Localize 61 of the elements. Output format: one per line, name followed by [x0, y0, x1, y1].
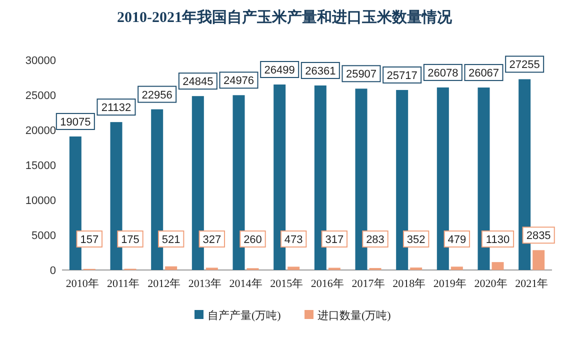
x-tick-label: 2015年 [270, 278, 304, 290]
data-label: 21132 [101, 102, 132, 114]
x-tick-label: 2017年 [352, 278, 385, 290]
data-label: 25717 [386, 70, 418, 82]
data-label: 479 [448, 234, 466, 246]
y-tick-label: 0 [50, 265, 56, 277]
x-tick-label: 2018年 [392, 278, 426, 290]
legend-label: 自产产量(万吨) [208, 309, 282, 322]
bar [492, 262, 504, 270]
data-label: 19075 [60, 116, 91, 128]
x-tick-label: 2020年 [474, 278, 508, 290]
bar [69, 136, 82, 270]
data-label: 24976 [223, 75, 254, 88]
chart-title: 2010-2021年我国自产玉米产量和进口玉米数量情况 [117, 9, 453, 26]
x-tick-label: 2014年 [229, 278, 262, 290]
x-tick-label: 2010年 [66, 278, 99, 290]
data-label: 327 [202, 234, 222, 246]
data-label: 1130 [486, 234, 510, 246]
data-label: 157 [80, 234, 99, 246]
data-label: 24845 [182, 76, 214, 88]
data-label: 2835 [526, 230, 551, 242]
bar [450, 266, 463, 270]
legend-label: 进口数量(万吨) [318, 309, 392, 322]
data-label: 175 [121, 234, 140, 246]
bar [192, 96, 204, 270]
x-tick-label: 2016年 [310, 278, 344, 290]
bar [274, 84, 286, 270]
data-label: 352 [406, 234, 426, 246]
data-label: 27255 [509, 59, 540, 72]
bar [436, 87, 449, 270]
x-tick-label: 2011年 [106, 278, 140, 290]
data-label: 25907 [346, 68, 377, 81]
bar [151, 109, 164, 270]
data-label: 26067 [468, 68, 500, 80]
y-tick-label: 20000 [25, 125, 56, 137]
data-label: 26361 [305, 65, 336, 78]
y-tick-label: 10000 [25, 195, 56, 207]
bar [288, 266, 300, 270]
y-tick-label: 25000 [25, 90, 56, 102]
data-label: 283 [366, 234, 384, 246]
bar [396, 90, 408, 270]
y-tick-label: 30000 [25, 55, 56, 67]
bar [532, 250, 545, 270]
bar [110, 122, 122, 270]
bar [355, 88, 368, 270]
bar [165, 266, 178, 270]
data-label: 26078 [428, 67, 458, 80]
x-tick-label: 2021年 [515, 278, 548, 290]
x-tick-label: 2012年 [148, 278, 181, 290]
x-tick-label: 2013年 [188, 278, 222, 290]
y-tick-label: 15000 [25, 160, 56, 172]
data-label: 22956 [142, 89, 172, 102]
data-label: 473 [284, 234, 303, 246]
data-label: 260 [244, 234, 262, 246]
bar [314, 85, 326, 270]
y-tick-label: 5000 [32, 230, 56, 242]
data-label: 317 [325, 234, 344, 246]
bar [232, 95, 245, 270]
data-label: 521 [162, 234, 180, 246]
x-tick-label: 2019年 [433, 278, 466, 290]
data-label: 26499 [264, 64, 295, 77]
